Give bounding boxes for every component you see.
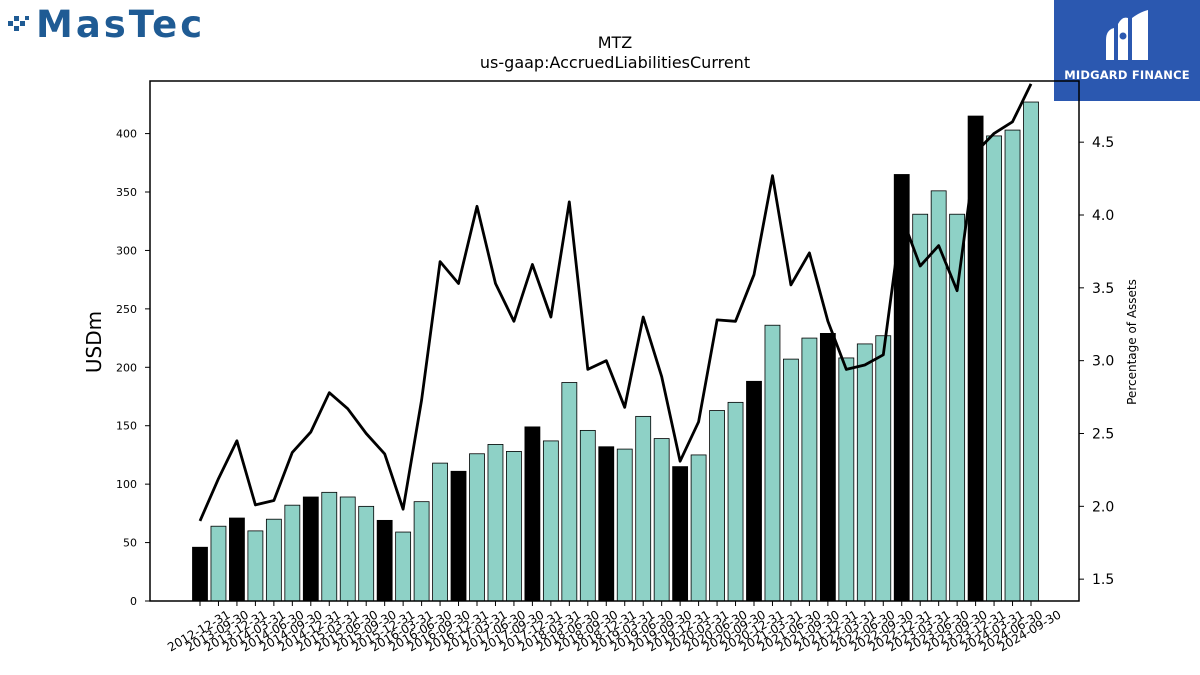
midgard-bars-icon [1106,10,1148,61]
y2-tick-label: 2.0 [1092,499,1114,515]
y-axis: 0 50 100 150 200 250 300 350 400 [116,128,150,608]
y-tick-label: 200 [116,361,137,374]
y2-tick-label: 1.5 [1092,572,1114,588]
bar-2024-06-30 [1004,129,1021,602]
bar-2013-12-31 [229,517,245,602]
y2-tick-label: 3.0 [1092,354,1114,370]
y2-axis: 1.5 2.0 2.5 3.0 3.5 4.0 4.5 [1079,135,1114,588]
bar-2023-03-31 [912,213,929,602]
y-tick-label: 50 [123,537,137,550]
bar-2023-09-30 [949,213,966,602]
bar-2014-06-30 [265,518,282,602]
bars-group [192,101,1039,602]
y-tick-label: 400 [116,128,137,141]
y-tick-label: 100 [116,478,137,491]
bar-2020-09-30 [727,401,744,602]
y-tick-label: 300 [116,244,137,257]
bar-2024-03-31 [986,135,1002,602]
bar-2019-12-31 [672,466,689,602]
bar-2014-09-30 [284,504,301,602]
pixel-mark-icon [8,16,29,31]
y2-tick-label: 2.5 [1092,426,1114,442]
chart-title: MTZ [598,33,633,52]
bar-2020-03-31 [690,454,707,602]
bar-2018-06-30 [561,382,578,602]
bar-2012-12-31 [192,546,208,602]
bar-2015-09-30 [358,505,375,602]
midgard-finance-logo-text: MIDGARD FINANCE [1064,68,1190,82]
bar-2018-03-31 [542,440,559,602]
mastec-logo-text: MasTec [36,2,206,46]
bar-2020-06-30 [709,410,725,602]
y2-tick-label: 4.0 [1092,208,1114,224]
bar-2022-06-30 [856,343,873,602]
bar-2022-03-31 [838,357,855,602]
bar-2019-03-31 [616,448,633,602]
y2-tick-label: 3.5 [1092,281,1114,297]
bar-2024-09-30 [1023,101,1039,602]
y2-tick-label: 4.5 [1092,135,1114,151]
y-tick-label: 350 [116,186,137,199]
mastec-logo: MasTec [8,2,206,46]
bar-2014-03-31 [247,530,264,602]
bar-2017-12-31 [524,426,541,602]
y-axis-label: USDm [82,311,106,373]
bar-2019-09-30 [653,438,670,602]
bar-2021-03-31 [764,324,781,602]
bar-2022-09-30 [875,335,892,602]
line-group [198,83,1033,522]
bar-2021-12-31 [819,333,836,602]
bar-2013-09-30 [210,525,227,602]
y-tick-label: 150 [116,420,137,433]
bar-2016-06-30 [413,501,430,602]
y-tick-label: 250 [116,303,137,316]
chart-subtitle: us-gaap:AccruedLiabilitiesCurrent [480,53,750,72]
bar-2018-12-31 [598,446,615,602]
bar-2015-03-31 [321,491,338,602]
bar-2022-12-31 [893,174,910,602]
bar-2020-12-31 [746,380,762,602]
bar-2017-09-30 [506,451,522,602]
bar-2016-12-31 [450,470,467,602]
y2-axis-label: Percentage of Assets [1125,279,1139,405]
bar-2015-12-31 [376,519,393,602]
bar-2014-12-31 [302,496,319,602]
y-tick-label: 0 [130,595,137,608]
bar-2017-03-31 [469,453,485,602]
bar-2018-09-30 [579,429,596,602]
bar-2016-09-30 [432,462,448,602]
x-axis: 2012-12-312013-09-302013-12-312014-03-31… [165,601,1064,654]
bar-2017-06-30 [487,444,504,602]
bar-2021-09-30 [801,337,818,602]
plot-frame [149,80,1080,602]
percentage-line [198,83,1033,522]
bar-2016-03-31 [395,531,412,602]
bar-2019-06-30 [635,415,652,602]
bar-2021-06-30 [783,358,799,602]
bar-2015-06-30 [339,496,356,602]
